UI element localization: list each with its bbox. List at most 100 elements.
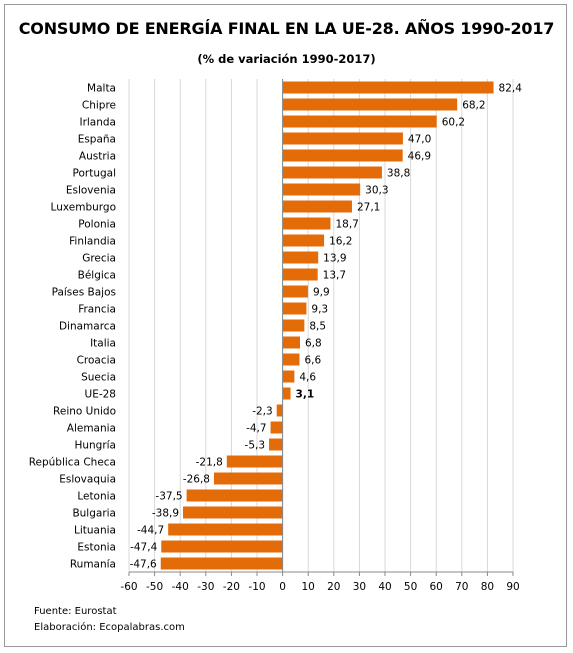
x-tick-label: 50 xyxy=(404,581,417,593)
bar xyxy=(282,98,458,111)
category-label: Suecia xyxy=(81,372,116,384)
bar xyxy=(282,251,319,264)
value-label: -4,7 xyxy=(246,423,267,435)
category-label: Alemania xyxy=(67,423,116,435)
credit-note: Elaboración: Ecopalabras.com xyxy=(34,622,185,633)
x-tick-label: 90 xyxy=(506,581,519,593)
value-label: 13,9 xyxy=(323,253,346,265)
x-tick-label: 70 xyxy=(455,581,468,593)
x-tick-label: -40 xyxy=(172,581,189,593)
bar xyxy=(282,81,494,94)
bar xyxy=(168,523,283,536)
x-tick-label: -60 xyxy=(120,581,137,593)
category-label: Rumanía xyxy=(70,559,116,571)
category-label: Letonia xyxy=(77,491,116,503)
value-label: 6,6 xyxy=(304,355,321,367)
value-label: 18,7 xyxy=(335,219,358,231)
bar xyxy=(213,472,283,485)
category-label: Finlandia xyxy=(69,236,116,248)
bar xyxy=(282,234,325,247)
chart-title: CONSUMO DE ENERGÍA FINAL EN LA UE-28. AÑ… xyxy=(18,19,555,38)
category-label: Irlanda xyxy=(79,117,116,129)
chart-subtitle: (% de variación 1990-2017) xyxy=(197,52,376,66)
value-label: 38,8 xyxy=(387,168,410,180)
value-label: 9,3 xyxy=(311,304,328,316)
bar xyxy=(276,404,283,417)
category-label: Bulgaria xyxy=(72,508,116,520)
category-label: Eslovaquia xyxy=(59,474,116,486)
value-label: 60,2 xyxy=(442,117,465,129)
bar xyxy=(282,319,305,332)
bar xyxy=(282,217,331,230)
value-label: 6,8 xyxy=(305,338,322,350)
category-label: Italia xyxy=(90,338,116,350)
value-label: 30,3 xyxy=(365,185,388,197)
category-label: Grecia xyxy=(82,253,116,265)
category-label: Croacia xyxy=(77,355,116,367)
labels: -60 -50 -40 -30 -20 -10 0 10 20 30 40 50 60 70 80 90 Mal… xyxy=(29,83,523,594)
bar xyxy=(186,489,283,502)
category-label: Estonia xyxy=(77,542,116,554)
bar xyxy=(282,302,307,315)
value-label: 68,2 xyxy=(462,100,485,112)
bar xyxy=(282,149,403,162)
bar xyxy=(269,438,283,451)
bars xyxy=(160,81,494,570)
value-label: 82,4 xyxy=(499,83,523,95)
bar xyxy=(282,132,403,145)
category-label: Dinamarca xyxy=(59,321,116,333)
bar xyxy=(282,115,437,128)
x-tick-label: -30 xyxy=(197,581,214,593)
value-label: -37,5 xyxy=(155,491,182,503)
x-tick-label: 10 xyxy=(302,581,315,593)
bar xyxy=(282,336,301,349)
category-label: Reino Unido xyxy=(53,406,116,418)
bar xyxy=(226,455,283,468)
value-label: -38,9 xyxy=(152,508,179,520)
category-label: España xyxy=(78,134,116,146)
category-label: UE-28 xyxy=(85,389,116,401)
x-tick-label: 40 xyxy=(378,581,391,593)
category-label: Luxemburgo xyxy=(51,202,116,214)
value-label: 4,6 xyxy=(299,372,316,384)
category-label: Portugal xyxy=(73,168,117,180)
x-tick-label: 20 xyxy=(327,581,340,593)
category-label: Chipre xyxy=(82,100,116,112)
bar xyxy=(183,506,283,519)
value-label: 27,1 xyxy=(357,202,380,214)
category-label: Francia xyxy=(78,304,116,316)
value-label: -26,8 xyxy=(183,474,210,486)
value-label: -5,3 xyxy=(245,440,266,452)
axes xyxy=(128,79,514,576)
bar xyxy=(160,557,283,570)
bar xyxy=(282,353,300,366)
bar xyxy=(282,268,318,281)
bar xyxy=(282,200,352,213)
category-label: Países Bajos xyxy=(52,287,116,299)
value-label: -44,7 xyxy=(137,525,164,537)
value-label: 3,1 xyxy=(296,389,315,401)
bar xyxy=(282,166,382,179)
bar xyxy=(282,285,308,298)
category-label: República Checa xyxy=(29,457,116,469)
x-tick-label: -20 xyxy=(223,581,240,593)
category-label: Lituania xyxy=(74,525,116,537)
x-tick-label: -10 xyxy=(248,581,265,593)
x-tick-label: 0 xyxy=(279,581,286,593)
bar xyxy=(282,183,361,196)
category-label: Hungría xyxy=(74,440,116,452)
category-label: Polonia xyxy=(78,219,116,231)
value-label: 13,7 xyxy=(323,270,346,282)
x-tick-label: 60 xyxy=(430,581,443,593)
category-label: Austria xyxy=(79,151,116,163)
value-label: 47,0 xyxy=(408,134,431,146)
bar xyxy=(282,370,295,383)
value-label: -2,3 xyxy=(252,406,273,418)
value-label: 46,9 xyxy=(408,151,431,163)
x-tick-label: 30 xyxy=(353,581,366,593)
value-label: 16,2 xyxy=(329,236,352,248)
value-label: -47,4 xyxy=(130,542,157,554)
x-tick-label: 80 xyxy=(481,581,494,593)
category-label: Eslovenia xyxy=(66,185,116,197)
